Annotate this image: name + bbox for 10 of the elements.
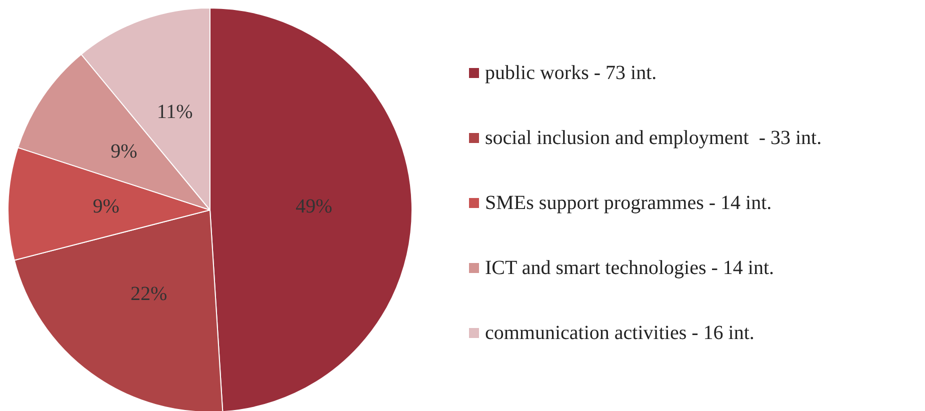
legend-label: social inclusion and employment - 33 int. <box>485 127 822 149</box>
legend-label: ICT and smart technologies - 14 int. <box>485 257 774 279</box>
data-label: 9% <box>92 196 120 218</box>
data-label: 11% <box>156 101 193 124</box>
data-label: 22% <box>130 283 168 306</box>
data-label: 9% <box>110 140 138 163</box>
legend-label: public works - 73 int. <box>485 62 657 84</box>
legend-label: communication activities - 16 int. <box>485 322 754 344</box>
data-label: 49% <box>296 196 332 218</box>
legend-label: SMEs support programmes - 14 int. <box>485 192 772 214</box>
